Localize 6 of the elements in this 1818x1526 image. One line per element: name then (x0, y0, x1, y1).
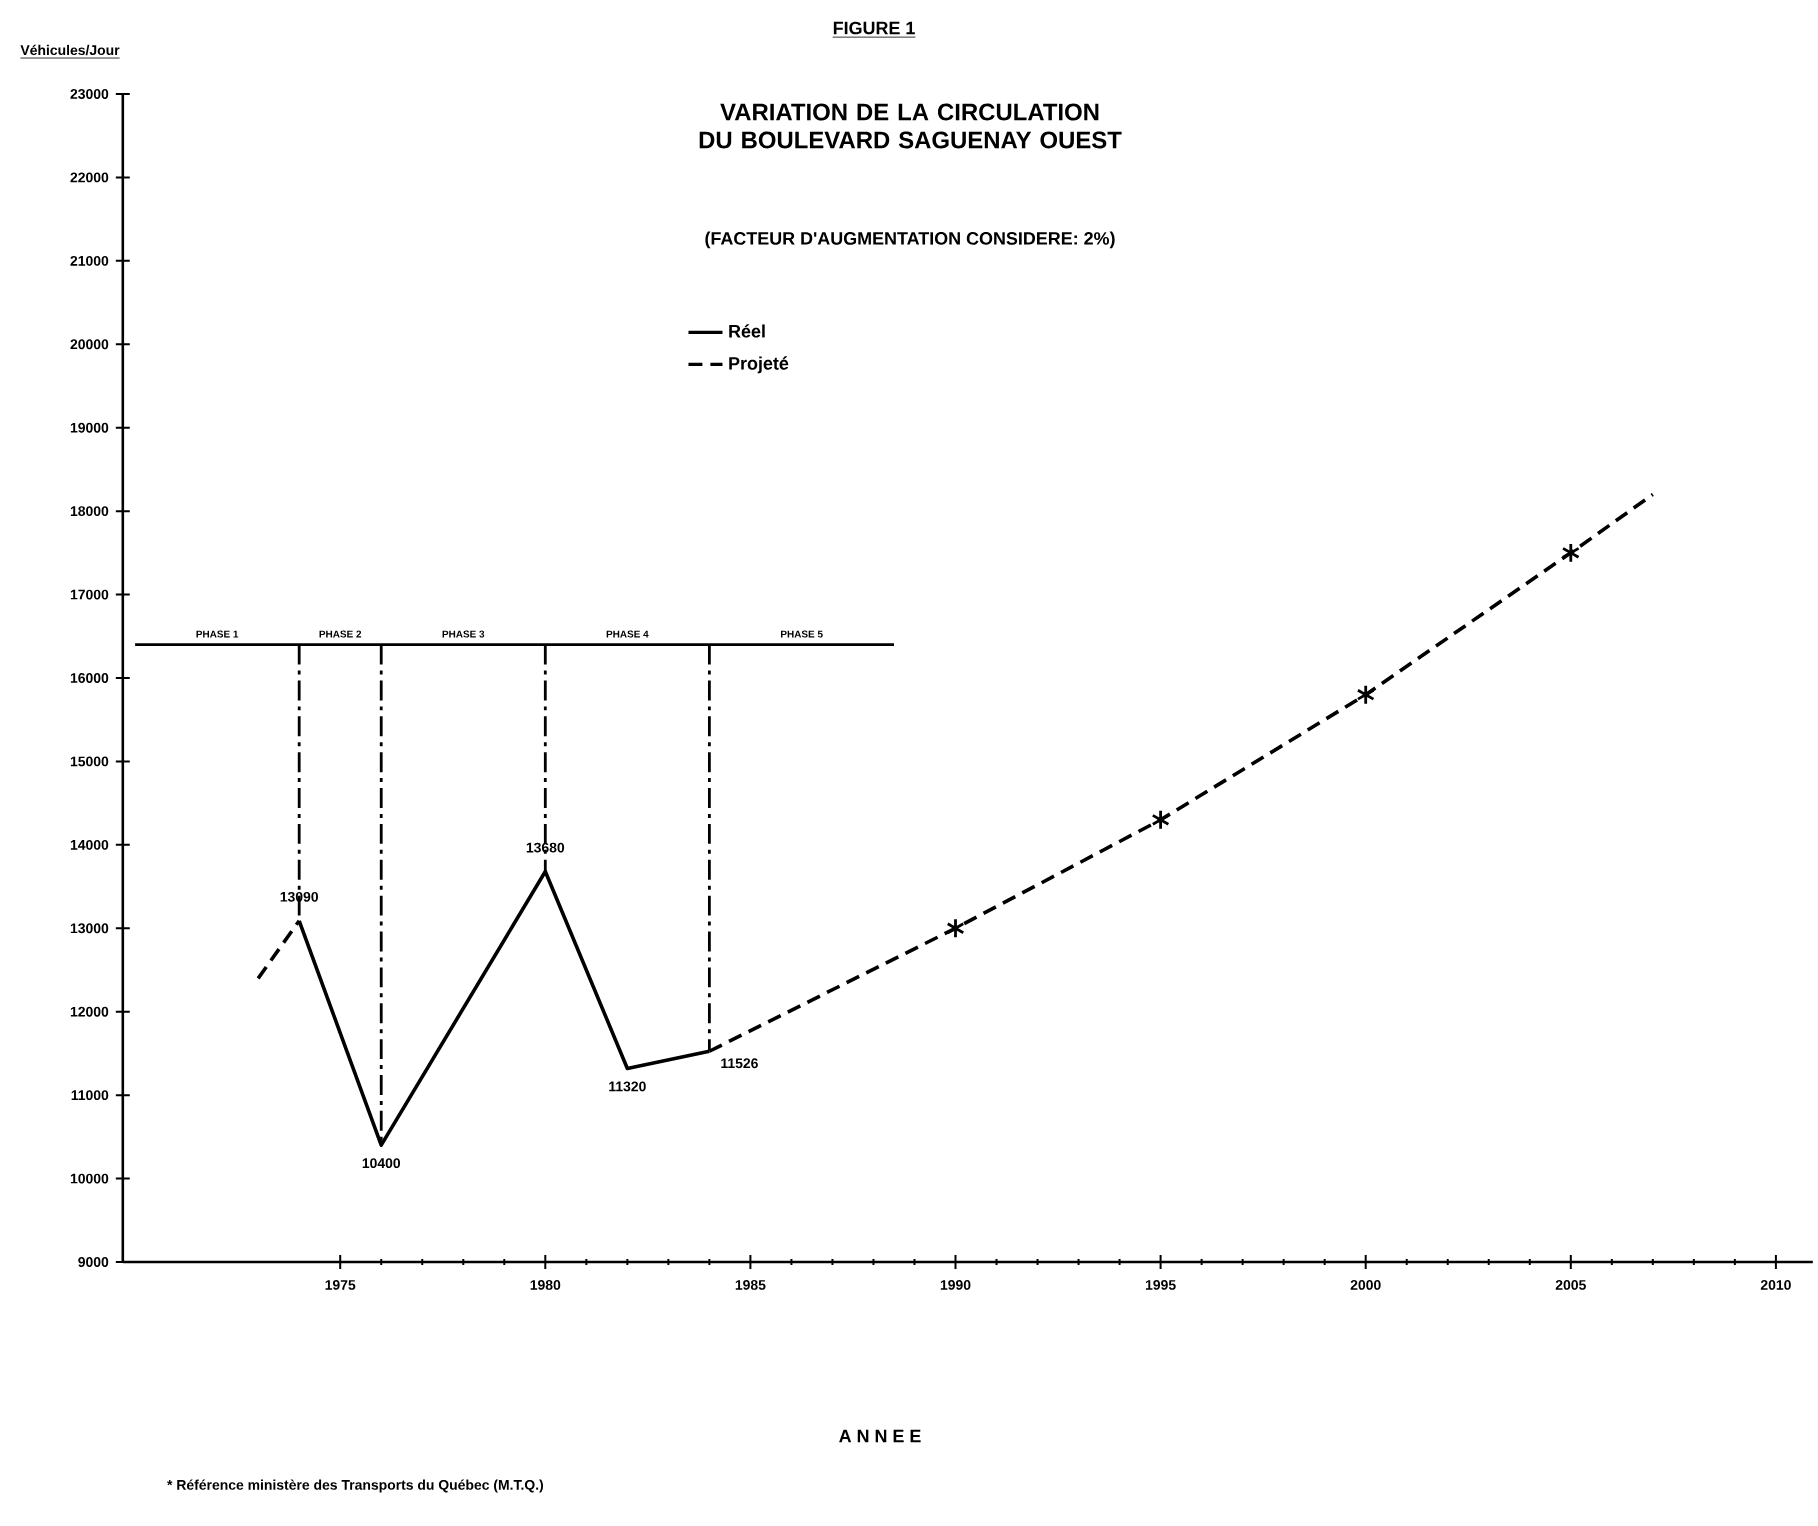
legend-label: Projeté (729, 356, 789, 374)
text: (FACTEUR D'AUGMENTATION CONSIDERE: 2%) (705, 231, 1115, 249)
text: A N N E E (839, 1429, 921, 1443)
legend-label: Réel (729, 324, 765, 338)
text: VARIATION DE LA CIRCULATION DU BOULEVARD SAGUENAY OUEST (699, 103, 1122, 149)
caption: FIGURE 1 (833, 21, 915, 35)
